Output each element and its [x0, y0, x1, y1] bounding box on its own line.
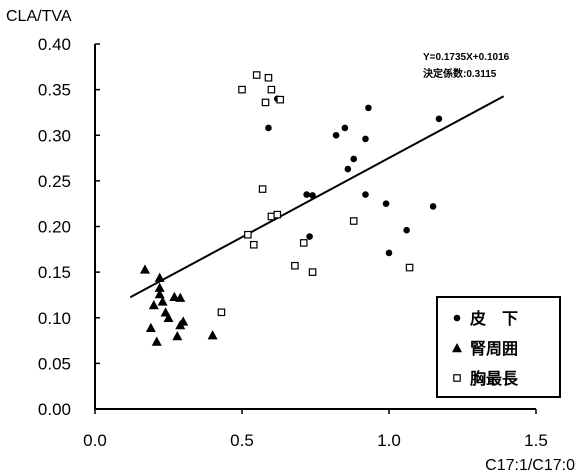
data-point-triangle	[169, 291, 180, 302]
data-point-circle	[429, 203, 437, 210]
data-point-circle	[303, 191, 310, 198]
x-axis-title: C17:1/C17:0	[485, 457, 575, 473]
trendline-group	[129, 95, 505, 299]
data-point-triangle	[151, 336, 162, 346]
y-tick-label: 0.00	[38, 400, 71, 419]
data-point-circle	[362, 191, 369, 198]
data-point-square	[291, 261, 299, 270]
r-squared-label: 決定係数:0.3115	[423, 67, 497, 80]
data-point-circle	[350, 155, 358, 163]
data-point-square	[249, 240, 258, 249]
data-point-circle	[306, 233, 313, 240]
data-point-circle	[385, 249, 393, 257]
data-point-square	[299, 239, 308, 247]
x-tick-label: 1.5	[524, 431, 548, 450]
data-point-square	[405, 263, 414, 272]
data-point-circle	[265, 124, 272, 132]
x-tick-label: 0.0	[83, 431, 107, 450]
data-point-triangle	[175, 292, 186, 302]
x-tick-label: 1.0	[377, 431, 401, 450]
data-point-square	[349, 217, 358, 225]
data-point-circle	[341, 124, 349, 132]
data-point-circle	[365, 104, 372, 112]
y-axis-title: CLA/TVA	[6, 8, 72, 25]
data-point-triangle	[154, 272, 165, 282]
data-point-circle	[344, 165, 352, 173]
data-point-triangle	[148, 299, 159, 310]
y-tick-label: 0.15	[38, 263, 71, 282]
data-point-circle	[403, 226, 410, 234]
y-tick-label: 0.05	[38, 354, 71, 373]
series-square	[217, 71, 414, 317]
data-point-square	[308, 268, 317, 276]
data-point-triangle	[154, 282, 165, 292]
trendline	[129, 95, 505, 299]
y-tick-label: 0.10	[38, 309, 71, 328]
y-tick-label: 0.40	[38, 35, 71, 54]
legend-label: 腎周囲	[470, 340, 518, 358]
data-point-circle	[435, 115, 443, 123]
legend-marker-circle	[453, 314, 461, 322]
y-tick-label: 0.25	[38, 172, 71, 191]
data-point-circle	[309, 192, 316, 199]
legend-marker-square	[453, 374, 461, 382]
data-point-square	[264, 73, 273, 82]
y-tick-label: 0.20	[38, 218, 71, 237]
data-point-triangle	[207, 330, 218, 340]
series-triangle	[139, 264, 218, 346]
data-point-square	[273, 210, 282, 219]
x-axis-ticks: 0.0 0.5 1.0 1.5	[83, 409, 548, 450]
legend-marker-triangle	[452, 343, 462, 353]
data-point-square	[267, 85, 276, 94]
y-tick-label: 0.35	[38, 81, 71, 100]
data-point-circle	[382, 200, 390, 207]
y-axis-ticks: 0.00 0.05 0.10 0.15 0.20 0.25 0.30 0.35 0.40	[38, 35, 100, 419]
data-point-triangle	[163, 312, 174, 322]
data-point-triangle	[178, 316, 189, 326]
data-point-circle	[332, 131, 340, 139]
legend-label: 胸最長	[470, 369, 519, 388]
data-point-triangle	[154, 289, 165, 299]
data-point-triangle	[157, 296, 168, 306]
data-point-square	[261, 98, 270, 107]
data-point-square	[252, 71, 261, 79]
y-tick-label: 0.30	[38, 126, 71, 145]
data-point-square	[217, 308, 226, 317]
data-point-triangle	[145, 322, 156, 333]
data-points	[139, 71, 443, 346]
data-point-triangle	[172, 331, 183, 341]
data-point-circle	[362, 135, 369, 143]
legend-label: 皮 下	[469, 309, 518, 328]
x-tick-label: 0.5	[230, 431, 254, 450]
data-point-square	[258, 185, 267, 193]
regression-equation: Y=0.1735X+0.1016	[423, 52, 510, 63]
data-point-triangle	[139, 264, 150, 274]
data-point-square	[276, 95, 285, 104]
data-point-square	[244, 230, 252, 239]
data-point-square	[238, 85, 246, 94]
